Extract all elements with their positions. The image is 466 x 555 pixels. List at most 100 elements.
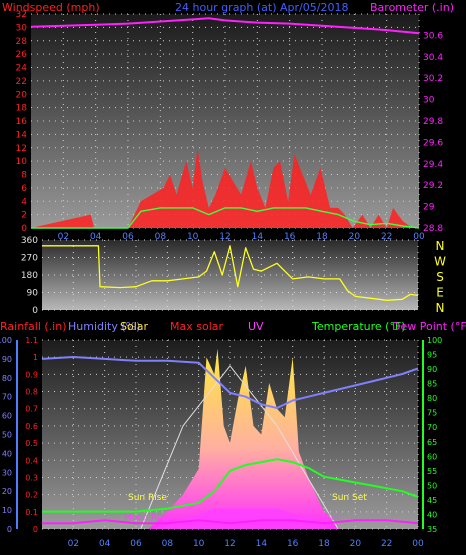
temperature-tick-label: 80 [427, 394, 437, 403]
compass-letter: S [436, 270, 444, 284]
rainfall-tick-label: 0.8 [25, 388, 38, 397]
time-tick-label: 12 [224, 539, 235, 549]
time-tick-label: 06 [122, 232, 134, 242]
time-tick-label: 06 [130, 539, 142, 549]
time-tick-label: 00 [413, 232, 425, 242]
max-solar-label: Max solar [170, 320, 223, 333]
humidity-tick-label: 70 [2, 393, 12, 402]
barometer-tick-label: 29.4 [423, 160, 443, 170]
max-solar-series [140, 365, 339, 530]
direction-tick-label: 180 [21, 271, 38, 281]
compass-letter: W [434, 255, 446, 269]
direction-tick-label: 270 [21, 254, 38, 264]
rainfall-tick-label: 0 [33, 525, 38, 534]
time-tick-label: 16 [284, 232, 296, 242]
temperature-tick-label: 35 [427, 525, 437, 534]
barometer-tick-label: 30.4 [423, 53, 443, 63]
barometer-series [30, 17, 420, 35]
wind-tick-label: 24 [16, 64, 28, 74]
sun-set-label: Sun Set [332, 493, 367, 503]
humidity-label: Humidity (%) [68, 320, 140, 333]
wind-tick-label: 10 [16, 157, 28, 167]
compass-letter: N [436, 301, 445, 315]
rainfall-label: Rainfall (.in) [0, 320, 67, 333]
direction-tick-label: 90 [27, 289, 39, 299]
time-tick-label: 18 [316, 232, 328, 242]
rainfall-tick-label: 0.9 [25, 370, 38, 379]
wind-tick-label: 16 [16, 117, 28, 127]
temperature-tick-label: 40 [427, 510, 437, 519]
solar-label: Solar [120, 320, 149, 333]
windspeed-axis-label: Windspeed (mph) [2, 1, 100, 14]
time-tick-label: 04 [99, 539, 111, 549]
chart-title: 24 hour graph (at) Apr/05/2018 [175, 1, 348, 14]
time-tick-label: 00 [412, 539, 424, 549]
humidity-series [41, 356, 419, 409]
barometer-tick-label: 29.8 [423, 117, 443, 127]
solar-series [148, 348, 340, 529]
time-tick-label: 20 [349, 232, 361, 242]
wind-tick-label: 2 [21, 211, 27, 221]
wind-tick-label: 6 [21, 184, 27, 194]
time-tick-label: 22 [381, 232, 392, 242]
temperature-tick-label: 65 [427, 438, 437, 447]
rainfall-tick-label: 0.4 [25, 456, 38, 465]
wind-tick-label: 18 [16, 104, 28, 114]
dew-point-label: Dew Point (°F) [392, 320, 466, 333]
time-tick-label: 16 [287, 539, 299, 549]
direction-tick-label: 0 [32, 306, 38, 316]
rainfall-tick-label: 0.3 [25, 473, 38, 482]
barometer-tick-label: 30.2 [423, 74, 443, 84]
wind-tick-label: 22 [16, 77, 27, 87]
wind-tick-label: 28 [16, 37, 28, 47]
rainfall-tick-label: 0.5 [25, 439, 38, 448]
wind-direction-series [42, 245, 419, 301]
time-tick-label: 08 [162, 539, 174, 549]
temperature-tick-label: 85 [427, 380, 437, 389]
time-tick-label: 08 [155, 232, 167, 242]
wind-tick-label: 0 [21, 224, 27, 234]
humidity-tick-label: 20 [2, 487, 12, 496]
dew-point-series [42, 519, 419, 525]
time-tick-label: 04 [90, 232, 102, 242]
temperature-tick-label: 50 [427, 481, 437, 490]
sun-rise-label: Sun Rise [128, 493, 167, 503]
barometer-tick-label: 28.8 [423, 224, 443, 234]
wind-tick-label: 20 [16, 90, 28, 100]
temperature-tick-label: 45 [427, 496, 437, 505]
rainfall-tick-label: 0.1 [25, 508, 38, 517]
compass-letter: E [436, 286, 444, 300]
time-tick-label: 10 [187, 232, 199, 242]
time-tick-label: 10 [193, 539, 205, 549]
time-tick-label: 12 [219, 232, 230, 242]
wind-tick-label: 12 [16, 144, 27, 154]
time-tick-label: 20 [350, 539, 362, 549]
direction-tick-label: 360 [21, 236, 38, 246]
temperature-tick-label: 75 [427, 409, 437, 418]
wind-tick-label: 4 [21, 197, 27, 207]
temperature-tick-label: 95 [427, 351, 437, 360]
humidity-tick-label: 60 [2, 412, 12, 421]
wind-tick-label: 30 [16, 23, 28, 33]
rainfall-tick-label: 0.7 [25, 405, 38, 414]
temperature-tick-label: 90 [427, 365, 437, 374]
humidity-tick-label: 90 [2, 355, 12, 364]
humidity-tick-label: 50 [2, 431, 12, 440]
wind-average-series [31, 207, 420, 229]
barometer-tick-label: 29.2 [423, 181, 443, 191]
humidity-tick-label: 80 [2, 374, 12, 383]
time-tick-label: 14 [252, 232, 264, 242]
humidity-tick-label: 40 [2, 449, 12, 458]
time-tick-label: 02 [58, 232, 69, 242]
barometer-tick-label: 29.6 [423, 138, 443, 148]
moon-rise-label: Moon Rise [124, 513, 171, 523]
temperature-tick-label: 100 [427, 336, 442, 345]
barometer-tick-label: 30.6 [423, 31, 443, 41]
temperature-tick-label: 70 [427, 423, 437, 432]
compass-letter: N [436, 239, 445, 253]
barometer-tick-label: 30 [423, 96, 435, 106]
windspeed-series [31, 147, 419, 228]
humidity-tick-label: 0 [7, 525, 12, 534]
uv-label: UV [248, 320, 264, 333]
